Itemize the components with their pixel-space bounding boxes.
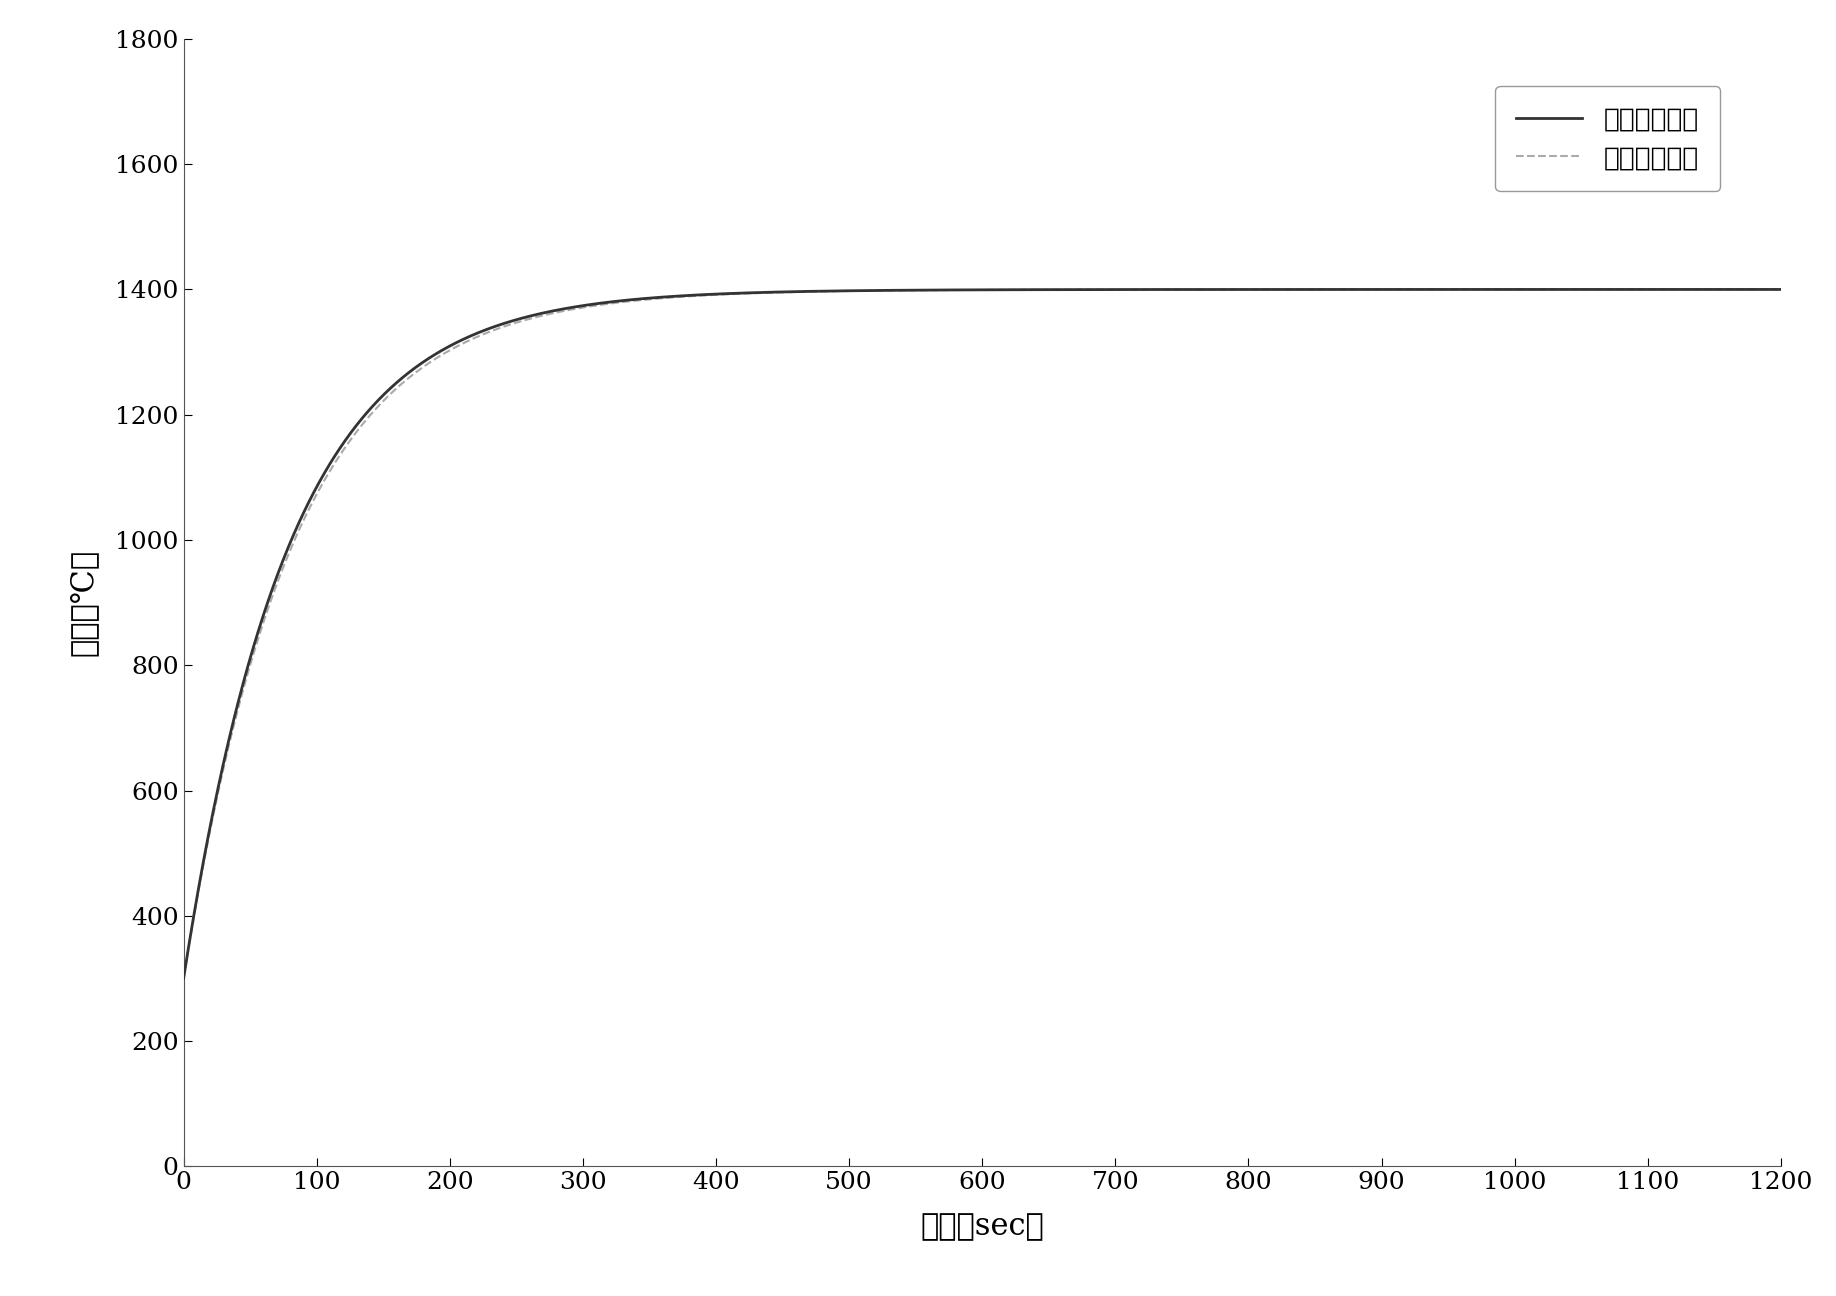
Legend: 设定温度曲线, 实际控制曲线: 设定温度曲线, 实际控制曲线	[1495, 86, 1720, 192]
实际控制曲线	[173, 971, 195, 986]
Line: 实际控制曲线: 实际控制曲线	[184, 289, 1781, 978]
实际控制曲线	[1685, 281, 1707, 297]
设定温度曲线	[1770, 281, 1792, 297]
Line: 设定温度曲线: 设定温度曲线	[184, 289, 1781, 978]
实际控制曲线	[487, 321, 509, 337]
设定温度曲线	[173, 971, 195, 986]
设定温度曲线	[953, 283, 975, 298]
X-axis label: 时间（sec）: 时间（sec）	[920, 1210, 1045, 1242]
设定温度曲线	[268, 562, 290, 578]
设定温度曲线	[180, 925, 202, 941]
设定温度曲线	[1685, 281, 1707, 297]
实际控制曲线	[1770, 281, 1792, 297]
实际控制曲线	[239, 658, 261, 674]
实际控制曲线	[268, 570, 290, 586]
实际控制曲线	[180, 927, 202, 942]
Y-axis label: 温度（℃）: 温度（℃）	[68, 550, 99, 656]
实际控制曲线	[953, 283, 975, 298]
设定温度曲线	[487, 318, 509, 333]
设定温度曲线	[239, 652, 261, 667]
